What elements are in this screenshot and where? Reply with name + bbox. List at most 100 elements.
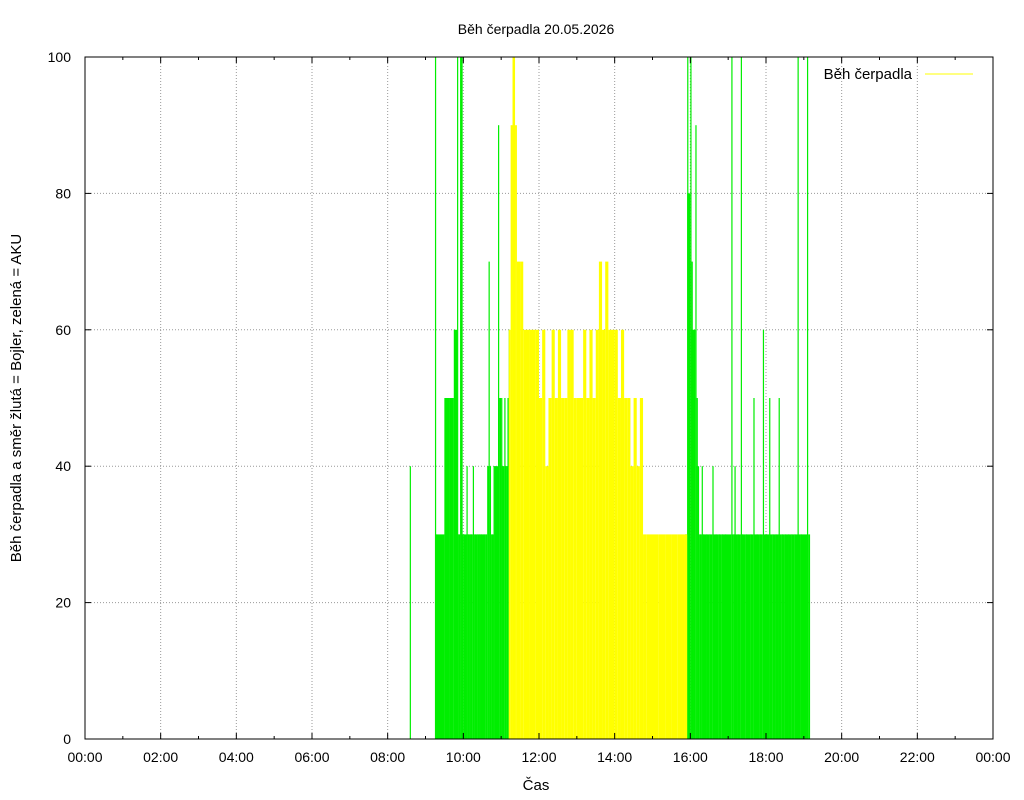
- bar: [690, 261, 692, 739]
- bar: [702, 534, 707, 739]
- bar: [579, 398, 584, 739]
- bar: [766, 534, 770, 739]
- y-tick-label: 80: [55, 185, 71, 201]
- x-tick-label: 16:00: [673, 749, 708, 765]
- bar: [643, 534, 647, 739]
- bar: [489, 534, 492, 739]
- bar: [712, 534, 716, 739]
- x-tick-label: 20:00: [824, 749, 859, 765]
- bar: [598, 261, 603, 739]
- bar: [477, 534, 480, 739]
- bar: [595, 329, 599, 739]
- bar: [630, 466, 634, 739]
- x-tick-label: 10:00: [446, 749, 481, 765]
- bar: [523, 329, 530, 739]
- bar: [458, 534, 461, 739]
- chart-title: Běh čerpadla 20.05.2026: [458, 21, 615, 37]
- bar: [697, 534, 700, 739]
- x-tick-label: 06:00: [294, 749, 329, 765]
- bar: [409, 466, 411, 739]
- bar: [510, 125, 513, 739]
- bar: [688, 193, 691, 739]
- bar: [797, 57, 799, 739]
- bar: [737, 534, 741, 739]
- bar: [542, 329, 546, 739]
- bar: [589, 329, 593, 739]
- bar: [506, 466, 508, 739]
- bar: [551, 329, 555, 739]
- bar: [687, 193, 689, 739]
- bar: [639, 398, 644, 739]
- series-aku: [409, 57, 811, 739]
- bar: [684, 534, 688, 739]
- bar: [554, 398, 558, 739]
- bar: [715, 534, 719, 739]
- bar: [470, 534, 473, 739]
- bar: [781, 534, 785, 739]
- bar: [740, 534, 743, 739]
- bar: [520, 261, 524, 739]
- bar: [545, 466, 549, 739]
- bar: [548, 398, 552, 739]
- bar: [586, 398, 590, 739]
- bar: [808, 534, 811, 739]
- bar: [709, 534, 713, 739]
- bar: [491, 534, 494, 739]
- bar: [753, 534, 757, 739]
- axes-layer: 00:00 02:00 04:00 06:00 08:00 10:00 12:00 14:00…: [48, 49, 1011, 765]
- bar: [718, 534, 722, 739]
- bar: [627, 398, 631, 739]
- bar: [483, 534, 486, 739]
- bar: [701, 534, 703, 739]
- bar: [605, 261, 609, 739]
- bar: [487, 466, 489, 739]
- bar: [494, 466, 499, 739]
- x-tick-label: 22:00: [900, 749, 935, 765]
- x-tick-label: 18:00: [748, 749, 783, 765]
- bar: [508, 329, 511, 739]
- x-tick-label: 08:00: [370, 749, 405, 765]
- bar: [762, 534, 766, 739]
- bar: [620, 329, 625, 739]
- legend-label: Běh čerpadla: [824, 66, 913, 83]
- bar: [756, 534, 760, 739]
- bar: [570, 329, 574, 739]
- bar: [806, 57, 809, 739]
- bar: [788, 534, 792, 739]
- bar: [467, 534, 470, 739]
- bar: [567, 329, 571, 739]
- bar: [463, 534, 467, 739]
- bar: [466, 534, 468, 739]
- bar: [449, 398, 454, 739]
- bar: [444, 398, 450, 739]
- bar: [557, 329, 562, 739]
- bar: [775, 534, 779, 739]
- bar: [535, 329, 539, 739]
- y-tick-label: 20: [55, 595, 71, 611]
- bar: [794, 534, 798, 739]
- y-tick-label: 0: [63, 731, 71, 747]
- bar: [791, 534, 795, 739]
- bar: [479, 534, 481, 739]
- bar: [784, 534, 789, 739]
- bar: [608, 329, 615, 739]
- bar: [461, 534, 464, 739]
- bar: [457, 57, 459, 739]
- bar: [797, 534, 801, 739]
- bar: [498, 398, 500, 739]
- bars-layer: [409, 57, 811, 739]
- y-tick-label: 100: [48, 49, 72, 65]
- x-axis-label: Čas: [523, 777, 550, 794]
- bar: [691, 329, 694, 739]
- bar: [516, 261, 521, 739]
- bar: [573, 398, 577, 739]
- y-axis-label: Běh čerpadla a směr žlutá = Bojler, zele…: [8, 234, 25, 563]
- bar: [742, 534, 746, 739]
- bar: [564, 398, 568, 739]
- bar: [733, 534, 735, 739]
- bar: [576, 398, 580, 739]
- bar: [515, 125, 517, 739]
- bar: [469, 534, 471, 739]
